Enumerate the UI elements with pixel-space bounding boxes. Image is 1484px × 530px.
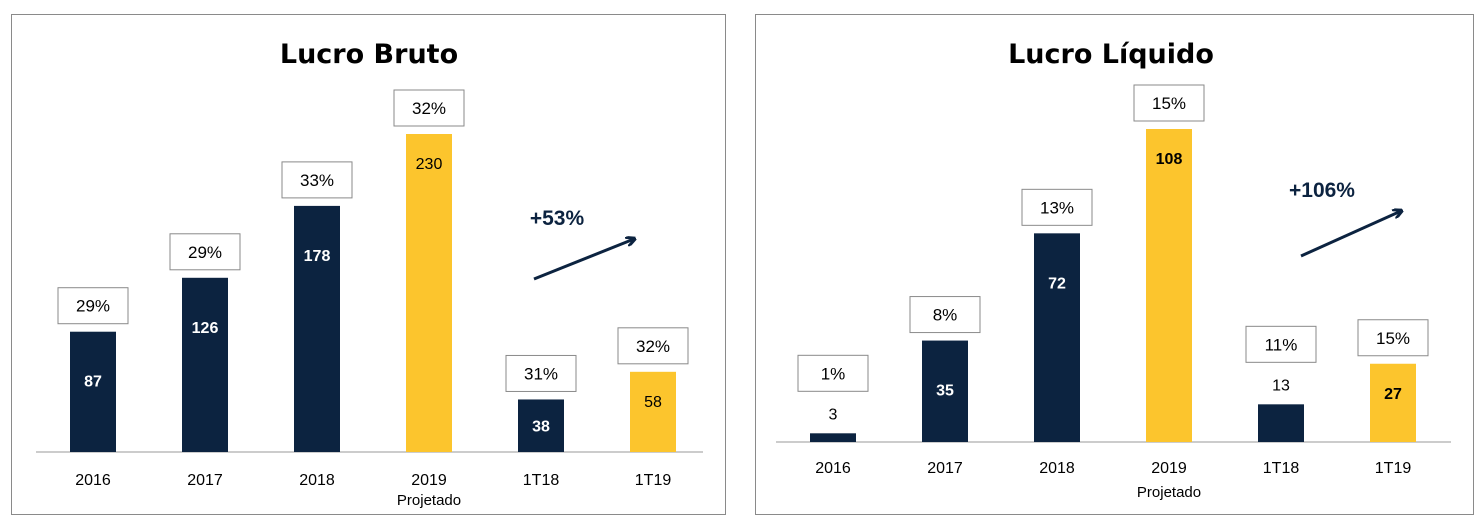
margin-label-2019: 32% bbox=[412, 99, 446, 118]
value-label-2016: 3 bbox=[829, 406, 838, 423]
margin-label-1T19: 15% bbox=[1376, 329, 1410, 348]
value-label-2019: 108 bbox=[1156, 151, 1183, 168]
margin-box-2019 bbox=[393, 89, 465, 127]
value-label-2018: 178 bbox=[304, 248, 331, 265]
bar-1T18 bbox=[518, 399, 564, 452]
margin-box-2016 bbox=[57, 287, 129, 325]
tick-label-2018: 2018 bbox=[1039, 460, 1075, 477]
tick-sublabel-2019: Projetado bbox=[1137, 484, 1201, 501]
tick-label-1T18: 1T18 bbox=[1263, 460, 1300, 477]
chart-title: Lucro Bruto bbox=[280, 39, 458, 70]
bar-2017 bbox=[182, 277, 228, 452]
growth-arrow bbox=[533, 239, 634, 281]
margin-label-2016: 1% bbox=[821, 364, 846, 383]
value-label-1T19: 58 bbox=[644, 394, 662, 411]
margin-label-2017: 8% bbox=[933, 306, 958, 325]
net-profit-chart: Lucro Líquido 3 1% 2016 35 8% 2017 72 13% 2018 108… bbox=[776, 39, 1451, 501]
tick-label-1T19: 1T19 bbox=[635, 472, 672, 489]
margin-box-1T18 bbox=[505, 354, 577, 392]
chart-title: Lucro Líquido bbox=[1008, 39, 1214, 70]
tick-label-2016: 2016 bbox=[815, 460, 851, 477]
bar-1T19 bbox=[630, 371, 676, 452]
margin-label-1T18: 11% bbox=[1265, 335, 1298, 354]
growth-arrow bbox=[1300, 211, 1401, 258]
tick-label-2017: 2017 bbox=[187, 472, 223, 489]
net-profit-chart-panel: Lucro Líquido 3 1% 2016 35 8% 2017 72 13% 2018 108… bbox=[755, 14, 1474, 515]
margin-box-2018 bbox=[281, 161, 353, 199]
bar-1T18 bbox=[1258, 404, 1304, 442]
margin-box-1T18 bbox=[1245, 325, 1317, 363]
margin-box-1T19 bbox=[617, 327, 689, 365]
bar-2018 bbox=[1034, 233, 1080, 442]
bar-2018 bbox=[294, 205, 340, 452]
value-label-2018: 72 bbox=[1048, 275, 1066, 292]
gross-profit-chart: Lucro Bruto 87 29% 2016 126 29% 2017 178 33% 2018… bbox=[36, 39, 703, 509]
tick-label-2018: 2018 bbox=[299, 472, 335, 489]
margin-label-1T18: 31% bbox=[524, 364, 558, 383]
value-label-2017: 35 bbox=[936, 383, 954, 400]
value-label-2017: 126 bbox=[192, 320, 219, 337]
margin-label-2019: 15% bbox=[1152, 94, 1186, 113]
tick-label-2019: 2019 bbox=[1151, 460, 1187, 477]
bar-2019 bbox=[1146, 129, 1192, 442]
tick-label-1T18: 1T18 bbox=[523, 472, 560, 489]
growth-label: +106% bbox=[1289, 179, 1355, 202]
margin-label-2016: 29% bbox=[76, 297, 110, 316]
value-label-1T19: 27 bbox=[1384, 386, 1402, 403]
margin-box-2019 bbox=[1133, 84, 1205, 122]
margin-label-2018: 13% bbox=[1040, 198, 1074, 217]
value-label-1T18: 13 bbox=[1272, 377, 1290, 394]
value-label-2016: 87 bbox=[84, 374, 102, 391]
margin-box-2016 bbox=[797, 354, 869, 392]
value-label-1T18: 38 bbox=[532, 419, 550, 436]
bar-2017 bbox=[922, 340, 968, 442]
margin-label-2017: 29% bbox=[188, 243, 222, 262]
tick-label-1T19: 1T19 bbox=[1375, 460, 1412, 477]
margin-box-2017 bbox=[169, 233, 241, 271]
margin-label-2018: 33% bbox=[300, 171, 334, 190]
value-label-2019: 230 bbox=[416, 156, 443, 173]
tick-label-2016: 2016 bbox=[75, 472, 111, 489]
tick-label-2017: 2017 bbox=[927, 460, 963, 477]
margin-box-2018 bbox=[1021, 188, 1093, 226]
margin-box-2017 bbox=[909, 296, 981, 334]
growth-label: +53% bbox=[530, 207, 585, 230]
bar-2016 bbox=[810, 433, 856, 442]
bar-2019 bbox=[406, 134, 452, 452]
tick-label-2019: 2019 bbox=[411, 472, 447, 489]
bar-1T19 bbox=[1370, 363, 1416, 442]
tick-sublabel-2019: Projetado bbox=[397, 492, 461, 509]
margin-label-1T19: 32% bbox=[636, 337, 670, 356]
margin-box-1T19 bbox=[1357, 319, 1429, 357]
gross-profit-chart-panel: Lucro Bruto 87 29% 2016 126 29% 2017 178 33% 2018… bbox=[11, 14, 726, 515]
bar-2016 bbox=[70, 331, 116, 452]
